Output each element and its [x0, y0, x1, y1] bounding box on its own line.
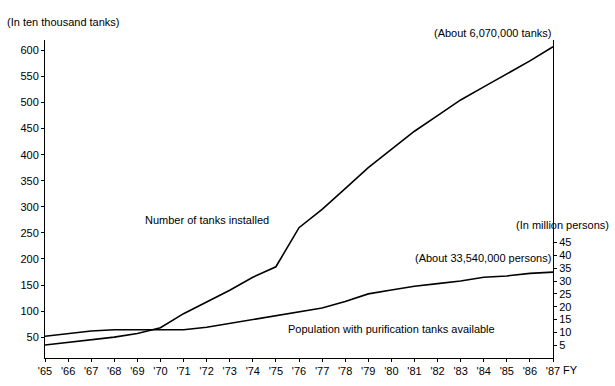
svg-text:450: 450 — [20, 122, 38, 134]
svg-text:'80: '80 — [384, 365, 398, 377]
svg-text:550: 550 — [20, 70, 38, 82]
svg-text:Population with purification t: Population with purification tanks avail… — [288, 323, 495, 335]
svg-text:(In ten thousand tanks): (In ten thousand tanks) — [7, 16, 120, 28]
svg-text:'66: '66 — [61, 365, 75, 377]
svg-text:'83: '83 — [453, 365, 467, 377]
svg-text:100: 100 — [20, 305, 38, 317]
svg-text:50: 50 — [27, 331, 39, 343]
svg-text:5: 5 — [559, 339, 565, 351]
svg-text:500: 500 — [20, 96, 38, 108]
svg-text:25: 25 — [559, 288, 571, 300]
svg-text:'72: '72 — [199, 365, 213, 377]
svg-text:20: 20 — [559, 301, 571, 313]
svg-text:'69: '69 — [130, 365, 144, 377]
svg-text:'82: '82 — [430, 365, 444, 377]
svg-text:'65: '65 — [38, 365, 52, 377]
svg-text:(About 33,540,000 persons): (About 33,540,000 persons) — [415, 252, 551, 264]
svg-text:'85: '85 — [500, 365, 514, 377]
svg-text:'68: '68 — [107, 365, 121, 377]
svg-text:FY: FY — [563, 364, 578, 376]
svg-text:'76: '76 — [292, 365, 306, 377]
svg-text:'84: '84 — [477, 365, 491, 377]
svg-text:10: 10 — [559, 326, 571, 338]
svg-text:(In million persons): (In million persons) — [516, 219, 609, 231]
svg-text:'74: '74 — [246, 365, 260, 377]
svg-text:45: 45 — [559, 236, 571, 248]
svg-text:Number of tanks installed: Number of tanks installed — [145, 214, 269, 226]
svg-text:150: 150 — [20, 279, 38, 291]
svg-text:(About 6,070,000 tanks): (About 6,070,000 tanks) — [434, 27, 551, 39]
svg-text:40: 40 — [559, 249, 571, 261]
svg-text:'70: '70 — [153, 365, 167, 377]
svg-text:250: 250 — [20, 227, 38, 239]
svg-text:'67: '67 — [84, 365, 98, 377]
svg-text:'75: '75 — [269, 365, 283, 377]
svg-text:600: 600 — [20, 44, 38, 56]
svg-text:400: 400 — [20, 149, 38, 161]
svg-text:300: 300 — [20, 201, 38, 213]
svg-text:'71: '71 — [176, 365, 190, 377]
svg-text:'73: '73 — [223, 365, 237, 377]
svg-text:'77: '77 — [315, 365, 329, 377]
svg-text:'81: '81 — [407, 365, 421, 377]
svg-text:'87: '87 — [546, 365, 560, 377]
svg-text:'79: '79 — [361, 365, 375, 377]
svg-text:'78: '78 — [338, 365, 352, 377]
svg-text:15: 15 — [559, 313, 571, 325]
svg-text:35: 35 — [559, 262, 571, 274]
svg-text:200: 200 — [20, 253, 38, 265]
svg-text:350: 350 — [20, 175, 38, 187]
svg-text:'86: '86 — [523, 365, 537, 377]
svg-text:30: 30 — [559, 275, 571, 287]
